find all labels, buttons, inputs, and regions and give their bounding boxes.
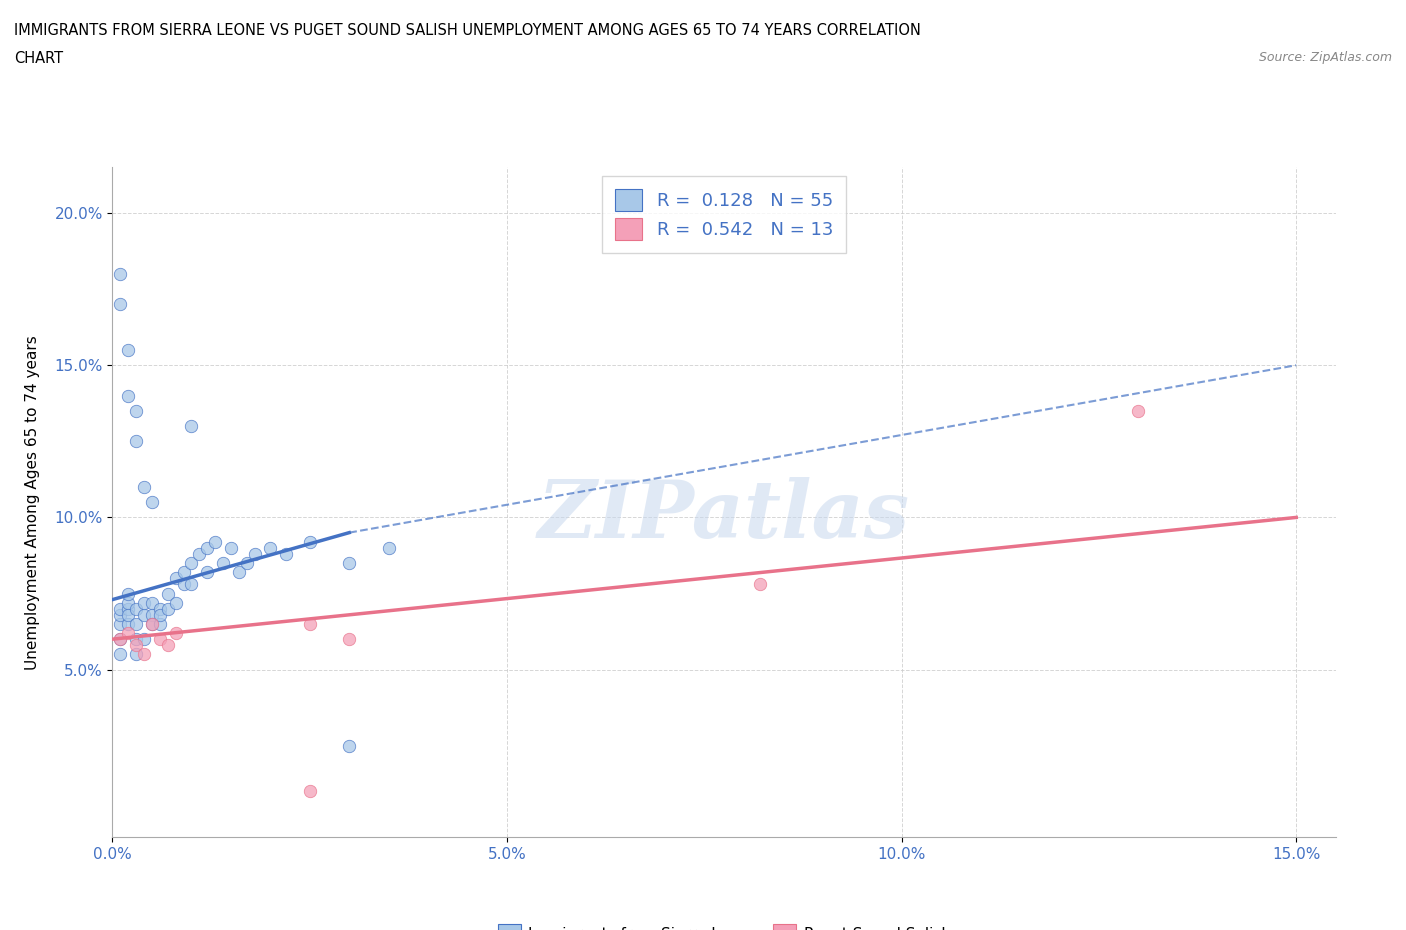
Point bbox=[125, 602, 148, 617]
Point bbox=[195, 565, 218, 579]
Point bbox=[298, 535, 321, 550]
Point bbox=[125, 638, 148, 653]
Point bbox=[173, 565, 195, 579]
Text: Source: ZipAtlas.com: Source: ZipAtlas.com bbox=[1258, 51, 1392, 64]
Point bbox=[235, 555, 257, 570]
Point bbox=[132, 647, 155, 662]
Point bbox=[165, 595, 187, 610]
Point bbox=[132, 480, 155, 495]
Point bbox=[141, 595, 163, 610]
Point bbox=[377, 540, 399, 555]
Point bbox=[219, 540, 242, 555]
Point bbox=[212, 555, 235, 570]
Point bbox=[156, 602, 179, 617]
Point bbox=[110, 602, 132, 617]
Point bbox=[125, 631, 148, 646]
Point bbox=[125, 404, 148, 418]
Point bbox=[298, 617, 321, 631]
Point bbox=[141, 617, 163, 631]
Point bbox=[110, 631, 132, 646]
Point bbox=[195, 540, 218, 555]
Point bbox=[117, 342, 139, 357]
Point bbox=[132, 595, 155, 610]
Point bbox=[117, 626, 139, 641]
Point bbox=[110, 297, 132, 312]
Point bbox=[141, 495, 163, 510]
Point bbox=[337, 631, 360, 646]
Point bbox=[180, 577, 202, 591]
Text: CHART: CHART bbox=[14, 51, 63, 66]
Point bbox=[125, 617, 148, 631]
Point bbox=[243, 547, 266, 562]
Point bbox=[117, 607, 139, 622]
Text: ZIPatlas: ZIPatlas bbox=[538, 477, 910, 554]
Point bbox=[117, 595, 139, 610]
Point bbox=[173, 577, 195, 591]
Point bbox=[141, 607, 163, 622]
Y-axis label: Unemployment Among Ages 65 to 74 years: Unemployment Among Ages 65 to 74 years bbox=[25, 335, 41, 670]
Point bbox=[259, 540, 281, 555]
Point bbox=[337, 555, 360, 570]
Point bbox=[156, 586, 179, 601]
Point bbox=[110, 631, 132, 646]
Point bbox=[180, 418, 202, 433]
Point bbox=[149, 602, 172, 617]
Text: IMMIGRANTS FROM SIERRA LEONE VS PUGET SOUND SALISH UNEMPLOYMENT AMONG AGES 65 TO: IMMIGRANTS FROM SIERRA LEONE VS PUGET SO… bbox=[14, 23, 921, 38]
Point bbox=[165, 626, 187, 641]
Point bbox=[110, 267, 132, 282]
Point bbox=[337, 738, 360, 753]
Point bbox=[110, 617, 132, 631]
Point bbox=[117, 388, 139, 403]
Point bbox=[125, 434, 148, 449]
Point bbox=[180, 555, 202, 570]
Point bbox=[298, 784, 321, 799]
Point bbox=[110, 647, 132, 662]
Point bbox=[141, 617, 163, 631]
Point bbox=[132, 607, 155, 622]
Point bbox=[132, 631, 155, 646]
Point bbox=[188, 547, 211, 562]
Point bbox=[748, 577, 770, 591]
Point bbox=[274, 547, 297, 562]
Point bbox=[117, 617, 139, 631]
Point bbox=[149, 631, 172, 646]
Point bbox=[149, 617, 172, 631]
Legend: Immigrants from Sierra Leone, Puget Sound Salish: Immigrants from Sierra Leone, Puget Soun… bbox=[492, 918, 956, 930]
Point bbox=[110, 607, 132, 622]
Point bbox=[228, 565, 250, 579]
Point bbox=[117, 602, 139, 617]
Point bbox=[165, 571, 187, 586]
Point bbox=[125, 647, 148, 662]
Point bbox=[156, 638, 179, 653]
Point bbox=[149, 607, 172, 622]
Point bbox=[1128, 404, 1150, 418]
Point bbox=[117, 586, 139, 601]
Point bbox=[204, 535, 226, 550]
